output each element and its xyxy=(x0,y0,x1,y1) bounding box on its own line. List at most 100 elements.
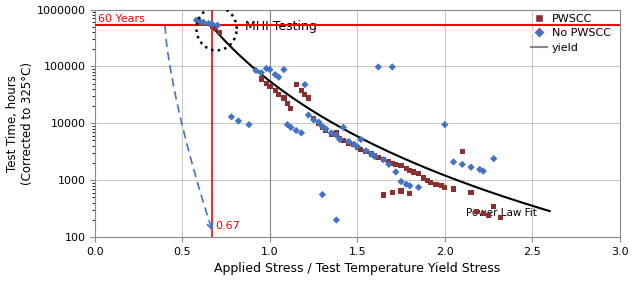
Point xyxy=(286,125,296,130)
Point xyxy=(391,162,401,167)
Point xyxy=(195,19,205,24)
Point xyxy=(291,128,301,133)
Point xyxy=(370,153,380,158)
Y-axis label: Test Time, hours
(Corrected to 325°C): Test Time, hours (Corrected to 325°C) xyxy=(6,62,34,185)
Point xyxy=(270,88,280,93)
Text: MHI Testing: MHI Testing xyxy=(245,20,317,33)
Point xyxy=(373,155,384,160)
Point xyxy=(339,125,349,130)
Point xyxy=(286,106,296,111)
Point xyxy=(457,162,467,167)
Point xyxy=(440,185,450,190)
Point xyxy=(335,137,345,142)
Point xyxy=(478,169,488,173)
Point xyxy=(425,181,436,185)
Point xyxy=(335,136,345,140)
Point xyxy=(457,149,467,154)
Point xyxy=(233,119,243,123)
Point xyxy=(387,191,398,195)
Point xyxy=(378,157,389,162)
Point xyxy=(296,131,306,135)
Point xyxy=(353,144,363,149)
Point xyxy=(309,118,319,122)
Point xyxy=(401,166,411,171)
Point xyxy=(387,161,398,166)
Legend: PWSCC, No PWSCC, yield: PWSCC, No PWSCC, yield xyxy=(527,11,614,56)
Point xyxy=(466,165,476,169)
Point xyxy=(440,123,450,127)
Point xyxy=(344,141,354,145)
Text: 0.67: 0.67 xyxy=(215,221,240,231)
Point xyxy=(431,182,441,187)
Point xyxy=(244,123,254,127)
Point xyxy=(489,204,499,209)
Point xyxy=(291,82,301,87)
Point xyxy=(339,138,349,143)
Point xyxy=(356,137,366,142)
Point xyxy=(226,115,236,119)
Point xyxy=(366,152,377,156)
Point xyxy=(353,145,363,149)
Point xyxy=(349,142,359,146)
Point xyxy=(391,170,401,174)
Point xyxy=(396,164,406,168)
Point xyxy=(366,152,377,156)
Point xyxy=(317,192,327,197)
Point xyxy=(204,21,214,26)
Point xyxy=(384,160,394,164)
Point xyxy=(274,75,284,79)
X-axis label: Applied Stress / Test Temperature Yield Stress: Applied Stress / Test Temperature Yield … xyxy=(214,262,500,275)
Point xyxy=(212,23,223,28)
Point xyxy=(191,18,202,22)
Point xyxy=(422,178,432,183)
Point xyxy=(210,26,221,31)
Point xyxy=(489,157,499,161)
Point xyxy=(321,127,331,131)
Point xyxy=(413,171,424,176)
Point xyxy=(378,157,389,162)
Point xyxy=(373,65,384,69)
Point xyxy=(214,30,224,35)
Point xyxy=(496,216,506,220)
Point xyxy=(261,66,271,71)
Point xyxy=(326,132,336,136)
Point xyxy=(207,22,217,26)
Point xyxy=(309,117,319,121)
Point xyxy=(478,211,488,216)
Point xyxy=(326,131,336,135)
Point xyxy=(387,65,398,69)
Point xyxy=(349,142,359,147)
Point xyxy=(270,72,280,77)
Point xyxy=(321,128,331,133)
Point xyxy=(314,120,324,124)
Point xyxy=(384,162,394,167)
Point xyxy=(483,213,493,218)
Point xyxy=(317,125,327,130)
Point xyxy=(332,130,342,134)
Text: 60 Years: 60 Years xyxy=(98,13,145,24)
Point xyxy=(378,193,389,197)
Point xyxy=(475,167,485,172)
Point xyxy=(296,88,306,93)
Point xyxy=(303,113,313,117)
Point xyxy=(332,218,342,222)
Point xyxy=(207,24,217,29)
Point xyxy=(282,102,292,106)
Point xyxy=(448,160,458,164)
Point xyxy=(303,96,313,100)
Point xyxy=(265,67,275,72)
Point xyxy=(198,20,209,25)
Point xyxy=(317,124,327,129)
Point xyxy=(471,209,481,214)
Point xyxy=(396,179,406,184)
Point xyxy=(314,121,324,126)
Point xyxy=(413,185,424,190)
Point xyxy=(396,189,406,193)
Point xyxy=(404,168,415,173)
Point xyxy=(300,92,310,97)
Point xyxy=(361,149,371,154)
Point xyxy=(418,176,429,180)
Point xyxy=(256,70,266,75)
Point xyxy=(344,139,354,144)
Point xyxy=(251,68,261,73)
